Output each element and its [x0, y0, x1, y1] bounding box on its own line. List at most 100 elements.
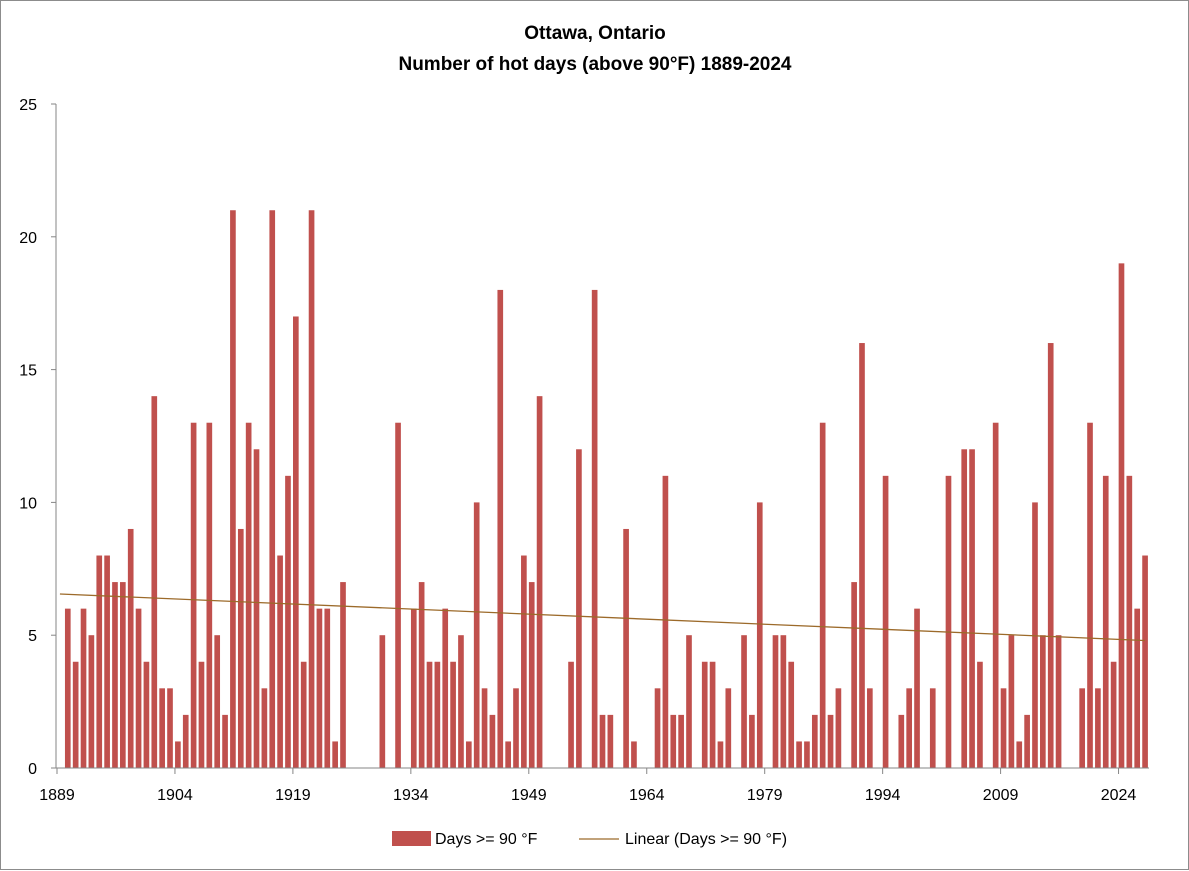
bar [670, 714, 677, 768]
bar [64, 608, 71, 768]
x-tick-label: 1919 [275, 787, 311, 804]
bar [513, 688, 519, 768]
legend-swatch-bars [392, 831, 431, 846]
bar [1047, 343, 1054, 768]
bar [253, 449, 260, 768]
bar [576, 449, 582, 768]
bar [1087, 422, 1093, 768]
bar [780, 635, 787, 768]
bar [308, 210, 315, 769]
bar [230, 210, 236, 769]
bar [929, 688, 936, 768]
bar [222, 714, 228, 768]
axes [55, 104, 1149, 769]
bar [1134, 608, 1141, 768]
bar [340, 582, 346, 768]
bar [332, 741, 338, 768]
bar [1079, 688, 1085, 768]
bar [410, 608, 417, 768]
bar [175, 741, 181, 768]
bar [324, 608, 331, 768]
bar [112, 582, 118, 768]
bar [214, 635, 221, 768]
bar [992, 422, 999, 768]
bar [481, 688, 488, 768]
legend-label-bars: Days >= 90 °F [435, 831, 538, 848]
bar [851, 582, 857, 768]
bar [379, 635, 386, 768]
bar [190, 422, 197, 768]
bar [906, 688, 912, 768]
bar [127, 528, 134, 768]
bar [151, 396, 158, 768]
bar [300, 661, 307, 768]
bar [977, 661, 983, 768]
bar [1110, 661, 1117, 768]
bar [749, 714, 755, 768]
bar [1008, 635, 1015, 768]
bar [536, 396, 543, 768]
x-tick-label: 1979 [747, 787, 783, 804]
bar [969, 449, 975, 768]
bar [104, 555, 110, 768]
bar [804, 741, 810, 768]
bar [568, 661, 574, 768]
bar [882, 475, 889, 768]
legend: Days >= 90 °F Linear (Days >= 90 °F) [392, 831, 787, 848]
bar [1000, 688, 1007, 768]
trendline-group [59, 593, 1146, 642]
bar [88, 635, 95, 768]
x-tick-label: 1934 [393, 787, 429, 804]
x-axis-ticks: 1889 1904 1919 1934 1949 1964 1979 1994 2009 2024 [39, 768, 1136, 804]
bar [182, 714, 189, 768]
bar [1102, 475, 1109, 768]
bar [96, 555, 103, 768]
bar [395, 422, 401, 768]
bar [489, 714, 496, 768]
bar [473, 502, 480, 768]
chart-subtitle: Number of hot days (above 90°F) 1889-202… [398, 54, 791, 75]
bar [756, 502, 763, 768]
bar [434, 661, 441, 768]
y-tick-label: 25 [19, 97, 37, 114]
bar [591, 289, 598, 768]
bar [261, 688, 268, 768]
x-tick-label: 2009 [983, 787, 1019, 804]
bar [662, 475, 669, 768]
bar [1040, 635, 1046, 768]
bar [277, 555, 283, 768]
bar [717, 741, 724, 768]
bar [654, 688, 661, 768]
bar [678, 714, 684, 768]
bar [599, 714, 606, 768]
bar [418, 582, 425, 768]
bar [285, 475, 291, 768]
x-tick-label: 1904 [157, 787, 193, 804]
bar [835, 688, 842, 768]
bar [623, 528, 629, 768]
y-tick-label: 0 [28, 761, 37, 778]
y-tick-label: 20 [19, 230, 37, 247]
x-tick-label: 2024 [1101, 787, 1137, 804]
y-tick-label: 15 [19, 363, 37, 380]
bar [741, 635, 747, 768]
bar [1095, 688, 1101, 768]
bar [819, 422, 826, 768]
y-tick-label: 10 [19, 495, 37, 512]
x-tick-label: 1949 [511, 787, 547, 804]
bar [796, 741, 802, 768]
bar [1126, 475, 1133, 768]
chart-title: Ottawa, Ontario [524, 23, 665, 44]
bar [426, 661, 433, 768]
x-tick-label: 1964 [629, 787, 665, 804]
bar [914, 608, 920, 768]
bar [245, 422, 252, 768]
bar [237, 528, 244, 768]
bar [442, 608, 449, 768]
bar [465, 741, 472, 768]
trendline [59, 593, 1146, 642]
bar [135, 608, 142, 768]
bar [811, 714, 818, 768]
bar [198, 661, 205, 768]
